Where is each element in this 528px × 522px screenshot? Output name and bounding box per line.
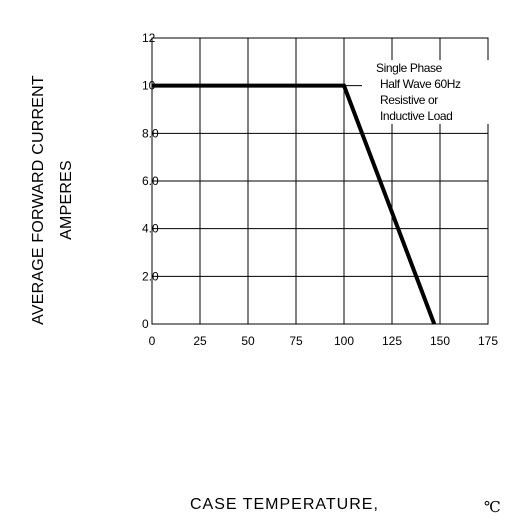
y-tick-label: 4.0 bbox=[142, 222, 159, 236]
y-tick-label: 8.0 bbox=[142, 126, 159, 140]
x-tick-label: 150 bbox=[430, 334, 450, 348]
x-tick-label: 0 bbox=[149, 334, 156, 348]
x-tick-label: 175 bbox=[478, 334, 498, 348]
x-tick-label: 25 bbox=[193, 334, 207, 348]
plot-frame bbox=[151, 37, 489, 325]
x-axis-unit: ℃ bbox=[484, 498, 501, 516]
annotation-line-2: Half Wave 60Hz bbox=[380, 77, 461, 91]
y-tick-label: 2.0 bbox=[142, 269, 159, 283]
y-axis-label-line-2: AMPERES bbox=[58, 160, 75, 240]
y-tick-label: 6.0 bbox=[142, 174, 159, 188]
y-tick-label: 0 bbox=[142, 317, 149, 331]
x-tick-label: 50 bbox=[241, 334, 255, 348]
y-axis-label: AVERAGE FORWARD CURRENT AMPERES bbox=[25, 0, 95, 410]
annotation-box: Single Phase Half Wave 60Hz Resistive or… bbox=[362, 60, 492, 124]
x-axis-label: CASE TEMPERATURE, bbox=[190, 496, 379, 513]
annotation-line-3: Resistive or bbox=[380, 93, 438, 107]
y-axis-label-line-1: AVERAGE FORWARD CURRENT bbox=[30, 75, 47, 325]
x-tick-label: 100 bbox=[334, 334, 354, 348]
x-tick-label: 125 bbox=[382, 334, 402, 348]
x-tick-label: 75 bbox=[289, 334, 303, 348]
annotation-line-1: Single Phase bbox=[376, 61, 442, 75]
annotation-line-4: Inductive Load bbox=[380, 109, 453, 123]
